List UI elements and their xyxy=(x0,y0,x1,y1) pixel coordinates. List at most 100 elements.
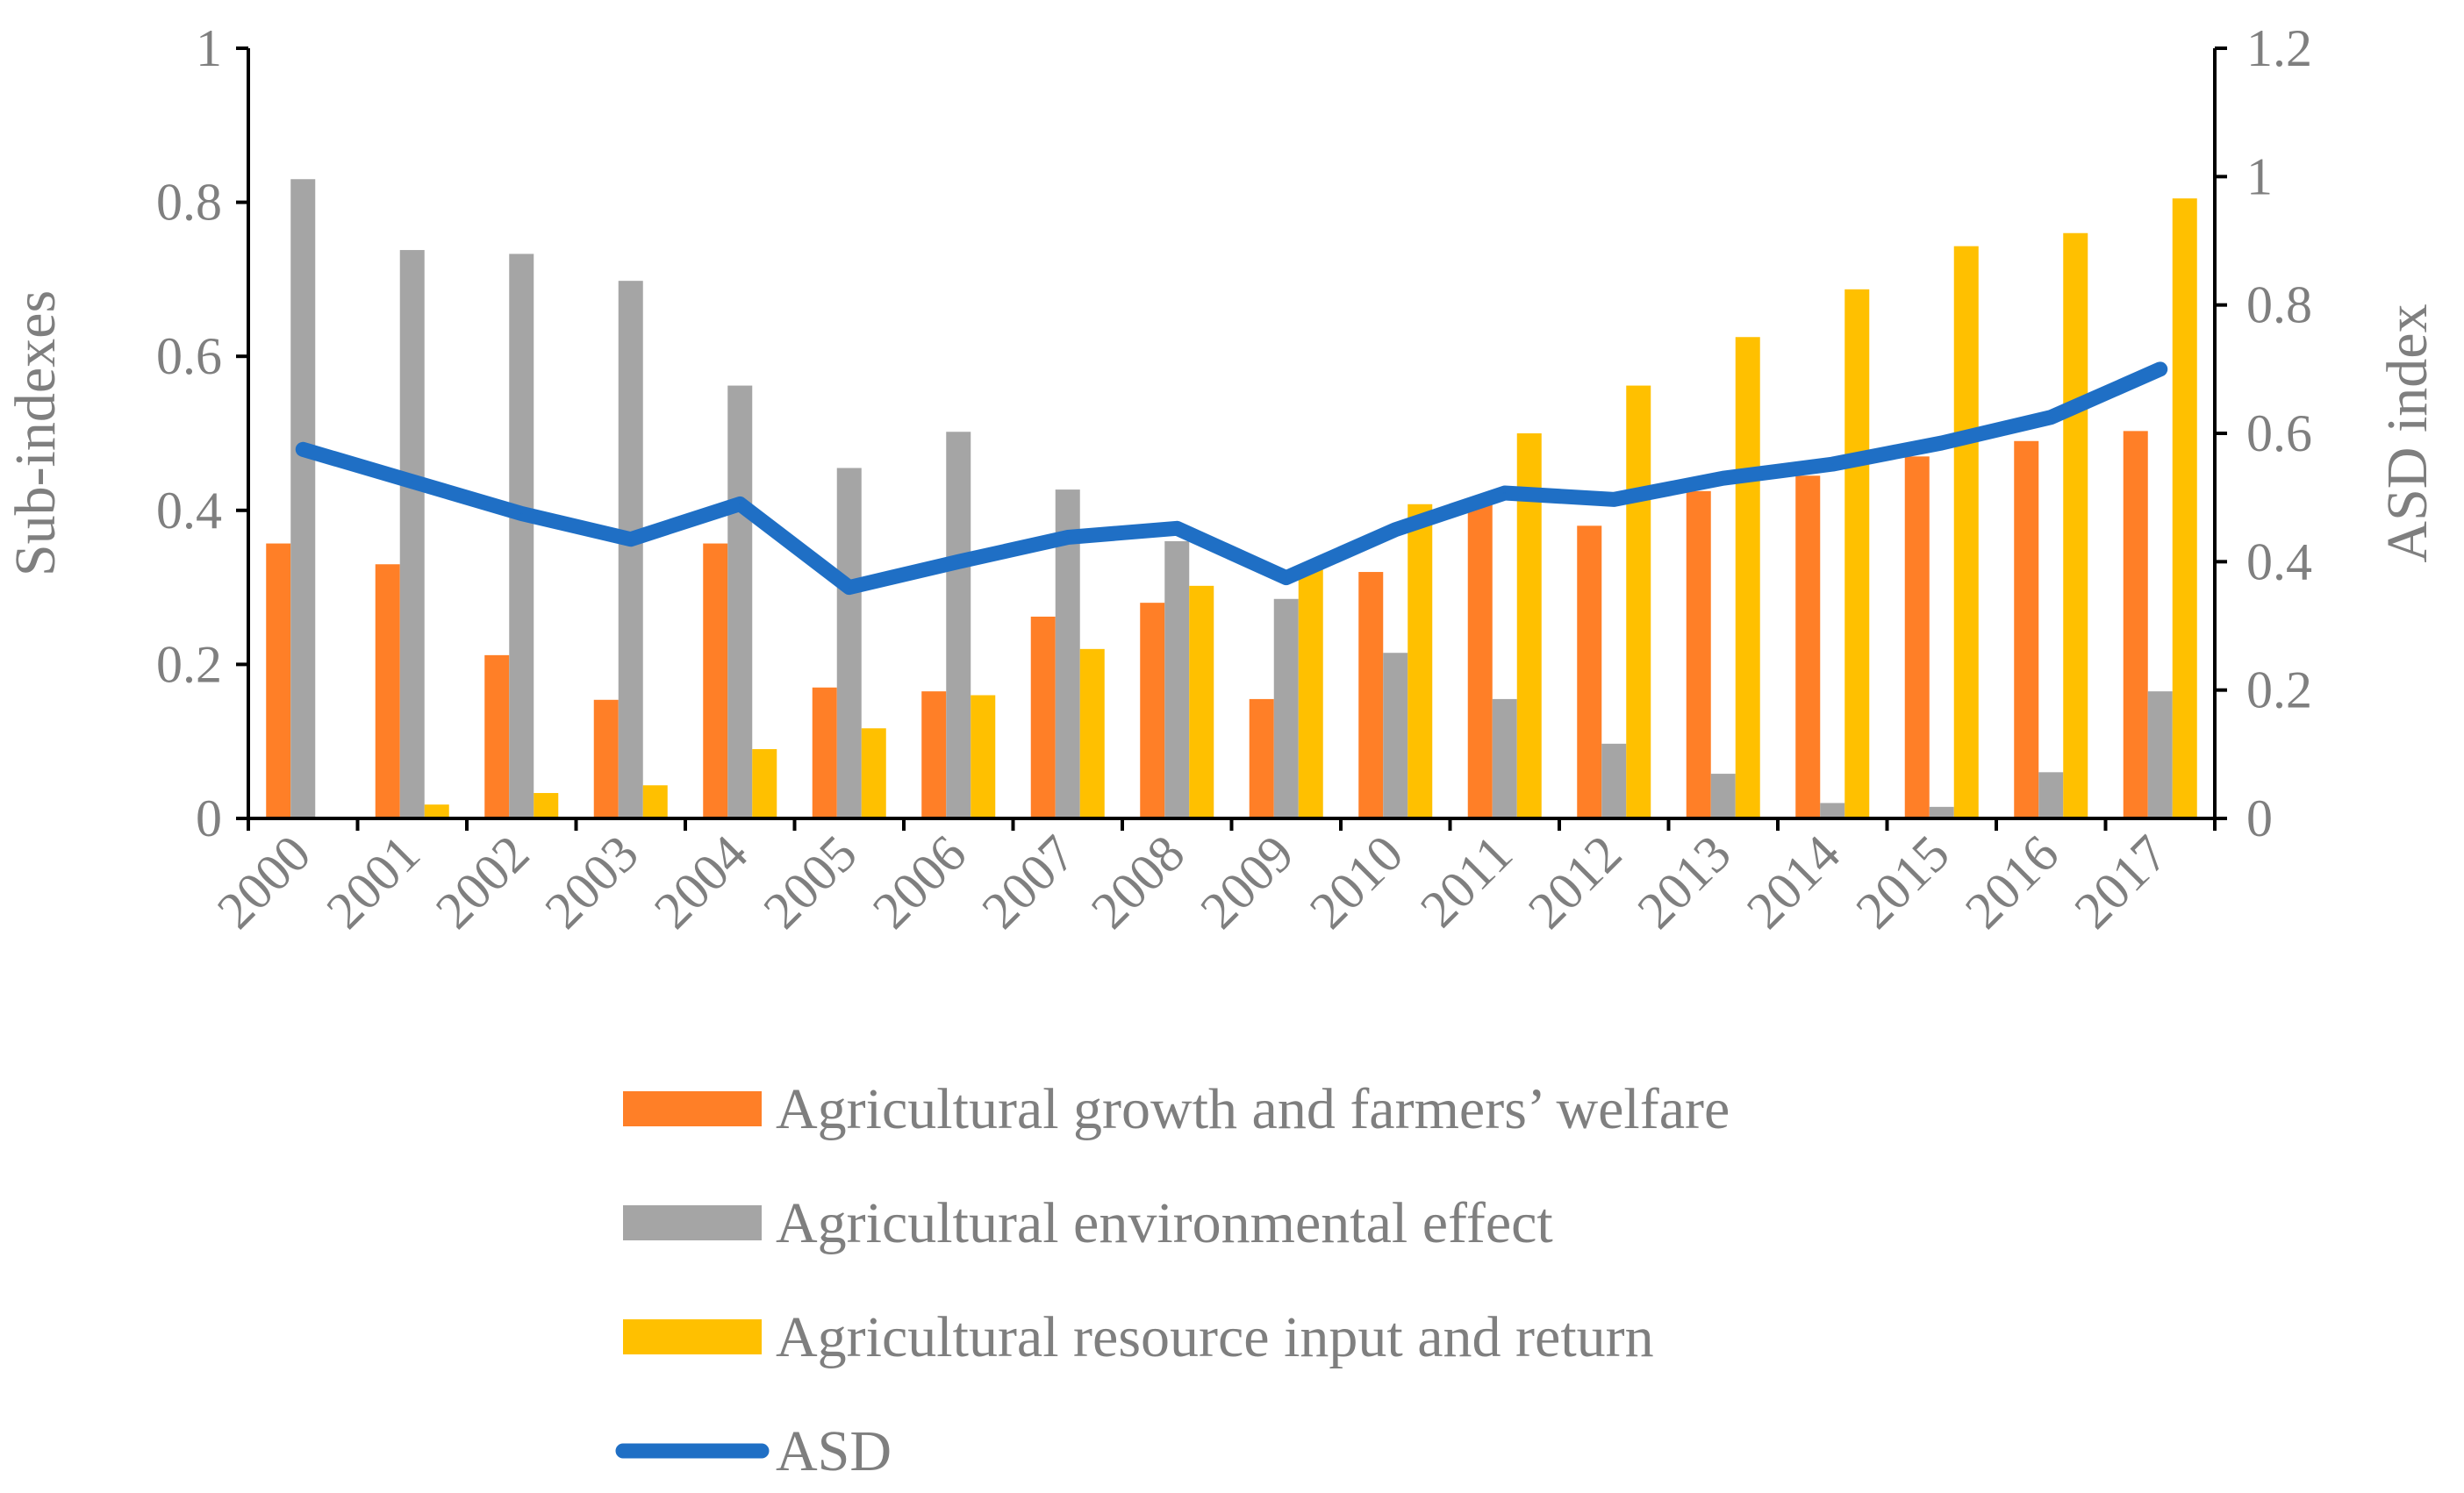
bar-series-3-2008 xyxy=(1189,585,1214,818)
legend-swatch-1 xyxy=(623,1091,762,1126)
asd-point-2014 xyxy=(1831,463,1834,466)
bar-series-1-2012 xyxy=(1577,525,1602,818)
asd-point-2010 xyxy=(1394,528,1397,531)
bar-series-2-2014 xyxy=(1820,803,1845,818)
legend-swatch-2 xyxy=(623,1205,762,1240)
bar-series-3-2012 xyxy=(1626,385,1651,818)
x-tick-label: 2010 xyxy=(1299,825,1415,940)
x-tick-label: 2012 xyxy=(1517,825,1633,940)
bar-series-2-2003 xyxy=(618,281,643,818)
bar-series-1-2013 xyxy=(1686,490,1711,818)
asd-point-2003 xyxy=(629,538,632,540)
bar-series-2-2000 xyxy=(290,179,316,818)
bar-series-1-2009 xyxy=(1249,698,1274,818)
asd-point-2016 xyxy=(2050,416,2052,418)
x-tick-label: 2003 xyxy=(534,825,649,940)
bar-series-1-2011 xyxy=(1467,504,1493,818)
bar-series-3-2005 xyxy=(861,728,886,818)
right-tick-label: 0 xyxy=(2246,789,2273,847)
right-tick-label: 0.6 xyxy=(2246,404,2312,462)
bar-series-2-2002 xyxy=(509,254,534,818)
x-tick-label: 2015 xyxy=(1844,825,1960,940)
x-tick-label: 2011 xyxy=(1409,825,1523,939)
bar-series-2-2011 xyxy=(1492,698,1517,818)
right-tick-label: 0.2 xyxy=(2246,661,2312,719)
x-tick-label: 2005 xyxy=(752,825,868,940)
legend: Agricultural growth and farmers’ welfare… xyxy=(615,1077,1730,1483)
asd-point-2009 xyxy=(1285,576,1287,579)
bar-series-2-2006 xyxy=(946,432,971,818)
bar-series-2-2010 xyxy=(1383,653,1408,818)
asd-line xyxy=(295,361,2168,596)
bar-series-2-2013 xyxy=(1710,774,1736,818)
x-tick-label: 2013 xyxy=(1626,825,1742,940)
asd-point-2002 xyxy=(520,512,523,515)
bar-series-3-2010 xyxy=(1407,504,1433,818)
bar-series-3-2007 xyxy=(1079,648,1105,818)
x-tick-label: 2009 xyxy=(1189,825,1305,940)
left-tick-label: 0.6 xyxy=(156,327,222,385)
asd-point-2008 xyxy=(1176,527,1178,530)
right-tick-label: 0.4 xyxy=(2246,532,2312,590)
legend-swatch-3 xyxy=(623,1319,762,1354)
legend-label-3: Agricultural resource input and return xyxy=(776,1305,1654,1369)
x-tick-label: 2017 xyxy=(2063,825,2179,940)
left-tick-label: 1 xyxy=(196,19,222,77)
bar-series-3-2015 xyxy=(1953,246,1979,818)
asd-point-2015 xyxy=(1940,441,1943,444)
bar-series-3-2006 xyxy=(971,695,996,818)
bar-series-2-2017 xyxy=(2147,691,2173,818)
bar-series-2-2015 xyxy=(1929,806,1954,818)
asd-point-2013 xyxy=(1722,477,1724,480)
asd-point-2012 xyxy=(1613,498,1615,501)
bar-series-1-2015 xyxy=(1904,456,1930,818)
x-tick-label: 2016 xyxy=(1954,825,2070,940)
asd-point-2007 xyxy=(1066,536,1069,539)
right-tick-label: 1.2 xyxy=(2246,19,2312,77)
x-tick-label: 2002 xyxy=(425,825,541,940)
asd-point-2001 xyxy=(411,480,413,482)
left-tick-label: 0.4 xyxy=(156,482,222,539)
bar-series-2-2004 xyxy=(727,385,753,818)
right-tick-label: 1 xyxy=(2246,147,2273,205)
bar-series-2-2016 xyxy=(2038,772,2064,818)
bar-series-3-2016 xyxy=(2063,232,2088,819)
x-tick-label: 2014 xyxy=(1736,825,1852,940)
bar-series-3-2017 xyxy=(2172,198,2197,818)
asd-point-2006 xyxy=(957,561,960,563)
x-tick-label: 2000 xyxy=(206,825,322,940)
bar-series-2-2008 xyxy=(1164,540,1190,818)
right-axis-ticks: 0 0.2 0.4 0.6 0.8 1 1.2 xyxy=(2215,19,2312,847)
bar-series-1-2002 xyxy=(484,654,510,818)
bar-series-1-2017 xyxy=(2123,431,2148,818)
bar-series-1-2005 xyxy=(812,687,837,818)
bar-series-3-2014 xyxy=(1844,289,1870,819)
bar-series-3-2003 xyxy=(642,785,668,818)
x-tick-label: 2004 xyxy=(643,825,759,940)
bar-series-3-2009 xyxy=(1298,564,1323,818)
left-axis-title: Sub-indexes xyxy=(4,290,68,576)
bars-layer xyxy=(266,179,2197,819)
bar-series-3-2004 xyxy=(752,748,777,818)
asd-point-2004 xyxy=(739,503,741,505)
x-tick-label: 2008 xyxy=(1080,825,1196,940)
x-tick-label: 2007 xyxy=(971,825,1086,940)
right-tick-label: 0.8 xyxy=(2246,276,2312,334)
bar-series-1-2016 xyxy=(2014,440,2039,818)
asd-point-2005 xyxy=(848,586,850,589)
bar-series-1-2004 xyxy=(703,543,728,818)
bar-series-1-2003 xyxy=(593,699,619,818)
legend-label-2: Agricultural environmental effect xyxy=(776,1191,1553,1255)
bar-series-3-2001 xyxy=(424,804,449,818)
bar-series-1-2014 xyxy=(1795,475,1821,818)
x-tick-label: 2001 xyxy=(315,825,431,940)
legend-label-4: ASD xyxy=(776,1419,892,1483)
x-tick-label: 2006 xyxy=(862,825,978,940)
asd-point-2017 xyxy=(2159,368,2161,370)
bar-series-1-2001 xyxy=(375,564,400,818)
left-tick-label: 0.2 xyxy=(156,635,222,693)
bar-series-1-2007 xyxy=(1030,616,1056,818)
right-axis-title: ASD index xyxy=(2375,304,2439,562)
plot-area: 00.20.40.60.81 00.20.40.60.811.2 2000200… xyxy=(156,19,2312,939)
